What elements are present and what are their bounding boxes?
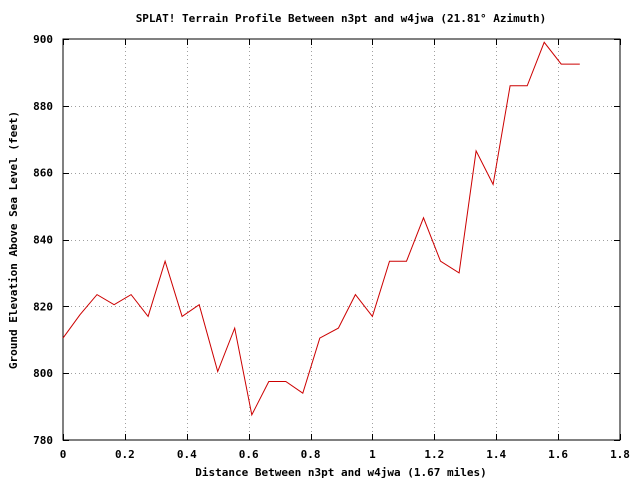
y-tick-label: 880 [33,100,53,113]
x-tick-label: 1.6 [548,448,568,461]
x-tick-labels: 0 0.2 0.4 0.6 0.8 1 1.2 1.4 1.6 1.8 [60,448,630,461]
y-tick-label: 820 [33,300,53,313]
x-tick-label: 0.4 [177,448,197,461]
y-tick-label: 840 [33,234,53,247]
axis-ticks [63,39,621,441]
x-tick-label: 1 [369,448,376,461]
plot-area-frame [62,38,621,441]
y-tick-labels: 780 800 820 840 860 880 900 [33,33,53,447]
y-axis-label: Ground Elevation Above Sea Level (feet) [7,111,20,369]
x-tick-label: 0.6 [239,448,259,461]
grid-lines [63,39,620,440]
y-tick-label: 860 [33,167,53,180]
elevation-line [62,41,580,417]
x-tick-label: 0.8 [301,448,321,461]
y-tick-label: 900 [33,33,53,46]
x-tick-label: 0 [60,448,67,461]
y-tick-label: 800 [33,367,53,380]
x-tick-label: 1.2 [424,448,444,461]
x-tick-label: 1.8 [610,448,630,461]
x-tick-label: 1.4 [486,448,506,461]
x-axis-label: Distance Between n3pt and w4jwa (1.67 mi… [195,466,486,479]
y-tick-label: 780 [33,434,53,447]
elevation-series [62,41,580,417]
x-tick-label: 0.2 [115,448,135,461]
chart-title: SPLAT! Terrain Profile Between n3pt and … [136,12,547,25]
